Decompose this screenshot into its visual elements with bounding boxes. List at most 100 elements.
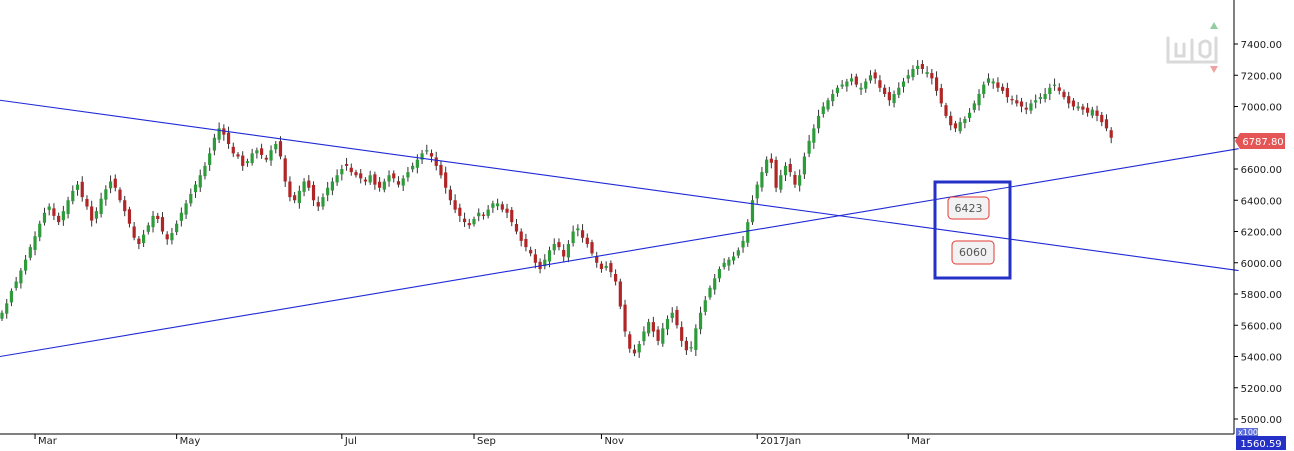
- y-tick-label: 6600.00: [1241, 165, 1282, 176]
- candle-body: [283, 158, 287, 182]
- candle-body: [533, 254, 537, 263]
- candle-body: [108, 181, 113, 189]
- candle-body: [38, 223, 42, 238]
- candle-body: [557, 242, 561, 248]
- candle-body: [71, 190, 75, 202]
- candle-body: [316, 202, 320, 207]
- candle-body: [755, 184, 759, 199]
- candle-body: [127, 209, 132, 224]
- candle-body: [208, 153, 212, 165]
- candle-body: [1052, 84, 1057, 86]
- candle-body: [774, 159, 778, 188]
- y-tick-label: 5200.00: [1241, 384, 1282, 395]
- candle-body: [604, 265, 608, 269]
- candle-body: [953, 123, 958, 129]
- candle-body: [212, 137, 216, 151]
- y-tick-label: 5800.00: [1241, 290, 1282, 301]
- level-label-lower: 6060: [959, 246, 987, 259]
- candle-body: [113, 178, 117, 188]
- candle-body: [920, 64, 924, 69]
- candle-body: [868, 75, 873, 81]
- candle-body: [505, 208, 509, 213]
- level-label-bg-upper: [947, 196, 990, 220]
- candle-body: [269, 150, 273, 161]
- candle-body: [1062, 91, 1066, 98]
- volume-scale-bg: [1236, 428, 1258, 436]
- candle-body: [949, 115, 953, 126]
- candle-body: [94, 211, 98, 219]
- candle-body: [1001, 86, 1005, 91]
- candle-body: [779, 175, 783, 190]
- x-tick-label: 2017Jan: [760, 436, 801, 447]
- candle-body: [698, 312, 703, 330]
- candle-body: [368, 175, 372, 183]
- candle-body: [1010, 99, 1014, 101]
- candle-body: [958, 122, 962, 132]
- candle-body: [524, 239, 528, 248]
- candle-body: [972, 103, 976, 110]
- candle-body: [236, 154, 240, 157]
- candle-body: [670, 312, 674, 319]
- candle-body: [52, 208, 56, 216]
- candle-body: [514, 224, 519, 232]
- logo-up-arrow-icon: [1210, 22, 1218, 29]
- candle-body: [878, 80, 882, 88]
- candle-body: [1081, 106, 1085, 110]
- candle-body: [934, 77, 939, 91]
- candle-body: [241, 155, 245, 166]
- candle-body: [618, 281, 622, 307]
- candle-body: [571, 231, 575, 244]
- candle-body: [85, 199, 89, 207]
- candle-body: [142, 234, 146, 244]
- candle-body: [420, 153, 424, 160]
- candle-body: [458, 207, 462, 216]
- logo-down-arrow-icon: [1210, 66, 1218, 73]
- candle-body: [1015, 100, 1019, 104]
- x-tick-label: Jul: [344, 436, 357, 447]
- candle-body: [349, 167, 353, 173]
- y-tick-label: 6400.00: [1241, 196, 1282, 207]
- candle-body: [783, 165, 788, 176]
- candle-body: [66, 200, 70, 214]
- candle-body: [335, 175, 339, 183]
- candle-body: [661, 328, 665, 344]
- candle-body: [1029, 103, 1033, 111]
- candle-body: [854, 76, 858, 85]
- candle-body: [137, 238, 141, 244]
- candle-body: [680, 327, 684, 341]
- candle-body: [278, 141, 283, 157]
- candle-body: [1024, 107, 1028, 110]
- candle-body: [104, 189, 108, 200]
- candle-body: [9, 290, 14, 303]
- candle-body: [906, 75, 910, 79]
- candle-body: [807, 140, 811, 154]
- candle-body: [5, 303, 9, 314]
- candle-body: [217, 128, 221, 140]
- candle-body: [1005, 88, 1009, 98]
- y-tick-label: 5400.00: [1241, 353, 1282, 364]
- y-tick-label: 5600.00: [1241, 321, 1282, 332]
- candle-body: [231, 146, 235, 154]
- candle-body: [750, 200, 755, 223]
- candle-body: [628, 334, 632, 349]
- candle-body: [590, 242, 594, 254]
- candle-body: [623, 304, 627, 332]
- candle-body: [547, 250, 552, 262]
- candle-body: [1100, 114, 1104, 123]
- trendline-descending: [0, 99, 1239, 272]
- candle-body: [595, 256, 599, 263]
- candle-body: [637, 344, 641, 353]
- candle-body: [434, 157, 438, 166]
- candle-body: [675, 309, 679, 326]
- candle-body: [472, 219, 476, 225]
- candle-body: [175, 223, 179, 233]
- volume-value-bg: [1236, 436, 1286, 450]
- candle-body: [585, 237, 589, 244]
- candle-body: [321, 197, 325, 207]
- candle-body: [788, 164, 792, 173]
- candle-body: [75, 184, 80, 190]
- candle-body: [519, 231, 523, 241]
- candle-body: [816, 115, 821, 129]
- candle-body: [19, 270, 23, 284]
